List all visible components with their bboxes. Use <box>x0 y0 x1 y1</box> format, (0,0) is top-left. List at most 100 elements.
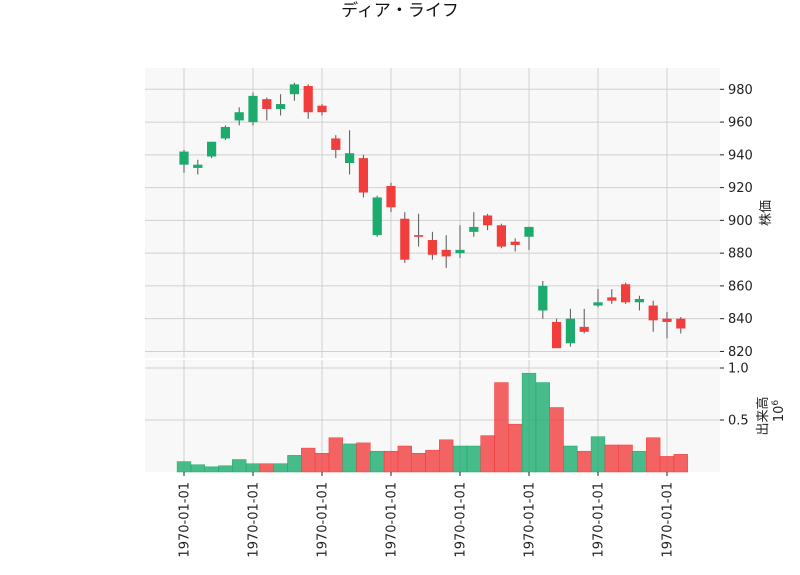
candle-body-down <box>662 318 672 322</box>
price-tick-label: 880 <box>728 247 753 262</box>
candle-body-up <box>179 151 189 165</box>
volume-bar <box>508 423 523 473</box>
volume-bar <box>563 445 578 473</box>
date-tick-label: 1970-01-01 <box>661 482 676 558</box>
candle-body-up <box>345 153 355 164</box>
date-tick-label: 1970-01-01 <box>385 482 400 558</box>
candle-body-up <box>234 112 244 121</box>
volume-bar <box>232 459 247 473</box>
volume-bar <box>383 450 399 473</box>
candle-body-down <box>414 235 424 237</box>
candle-body-up <box>593 302 603 306</box>
volume-axis-label: 出来高 <box>755 396 771 435</box>
price-tick-label: 860 <box>728 279 753 294</box>
price-tick-label: 920 <box>728 181 753 196</box>
volume-bar <box>425 449 440 473</box>
volume-bar <box>356 442 371 473</box>
chart-title: ディア・ライフ <box>341 0 459 21</box>
date-tick-label: 1970-01-01 <box>523 482 538 558</box>
volume-bar <box>618 444 633 473</box>
candle-body-up <box>469 226 479 232</box>
candle-body-down <box>648 305 658 321</box>
volume-bar <box>632 450 647 473</box>
volume-bar <box>521 372 537 473</box>
candle-body-down <box>483 215 493 226</box>
volume-bar <box>411 453 426 473</box>
candle-body-down <box>510 241 520 245</box>
candle-body-down <box>400 218 410 260</box>
candle-body-up <box>193 164 203 168</box>
candle-body-up <box>207 141 217 157</box>
candle-body-down <box>552 321 562 349</box>
candle-body-up <box>372 197 382 236</box>
candle-body-down <box>358 158 368 193</box>
volume-bars <box>176 372 688 473</box>
volume-bar <box>176 461 192 473</box>
date-tick-label: 1970-01-01 <box>316 482 331 558</box>
volume-bar <box>273 463 288 473</box>
candle-body-down <box>386 185 396 208</box>
volume-bar <box>466 445 481 473</box>
volume-bar <box>577 450 592 473</box>
price-tick-label: 980 <box>728 83 753 98</box>
volume-bar <box>549 407 564 473</box>
candle-body-down <box>262 99 272 109</box>
volume-bar <box>190 464 205 473</box>
volume-bar <box>494 382 509 473</box>
candle-body-down <box>621 284 631 303</box>
volume-bar <box>218 465 233 473</box>
volume-bar <box>659 456 675 473</box>
volume-bar <box>301 447 316 473</box>
price-axis-ticks: 820 840 860 880 900 920 940 960 980 <box>720 83 753 360</box>
volume-multiplier: 106 <box>771 400 787 423</box>
volume-bar <box>245 463 261 473</box>
candle-body-up <box>276 104 286 109</box>
volume-bar <box>397 445 412 473</box>
grid-lines <box>145 68 720 472</box>
volume-multiplier-exponent: 6 <box>771 400 781 406</box>
candle-body-up <box>634 299 644 303</box>
volume-tick-label: 1.0 <box>728 362 749 377</box>
volume-bar <box>452 445 468 473</box>
volume-bar <box>535 382 550 473</box>
volume-bar <box>342 443 357 473</box>
candle-body-down <box>607 297 617 301</box>
date-tick-label: 1970-01-01 <box>454 482 469 558</box>
volume-bar <box>370 450 385 473</box>
candle-body-down <box>303 86 313 113</box>
volume-bar <box>204 466 219 473</box>
candle-body-up <box>524 226 534 237</box>
price-tick-label: 900 <box>728 214 753 229</box>
candle-body-down <box>331 138 341 150</box>
volume-bar <box>287 455 302 473</box>
volume-bar <box>328 437 343 473</box>
candle-body-up <box>289 84 299 95</box>
candle-body-down <box>496 225 506 247</box>
volume-bar <box>259 463 274 473</box>
date-tick-label: 1970-01-01 <box>592 482 607 558</box>
volume-bar <box>439 439 454 473</box>
candle-body-down <box>441 249 451 257</box>
date-tick-label: 1970-01-01 <box>247 482 262 558</box>
candle-body-down <box>579 326 589 332</box>
price-tick-label: 960 <box>728 116 753 131</box>
candle-body-up <box>220 126 230 139</box>
price-tick-label: 840 <box>728 312 753 327</box>
volume-bar <box>673 454 688 473</box>
price-candles <box>179 82 686 349</box>
volume-tick-label: 0.5 <box>728 414 749 429</box>
candle-body-up <box>248 95 258 123</box>
candle-body-down <box>317 105 327 113</box>
candle-body-up <box>538 285 548 311</box>
date-tick-label: 1970-01-01 <box>178 482 193 558</box>
volume-bar <box>480 435 495 473</box>
candle-body-down <box>676 318 686 329</box>
candle-body-down <box>427 240 437 255</box>
volume-multiplier-base: 10 <box>772 406 787 423</box>
date-axis-ticks: 1970-01-01 1970-01-01 1970-01-01 1970-01-01… <box>178 472 676 558</box>
price-tick-label: 820 <box>728 345 753 360</box>
price-panel-background <box>145 68 720 358</box>
volume-bar <box>590 436 606 473</box>
candle-body-up <box>565 318 575 344</box>
